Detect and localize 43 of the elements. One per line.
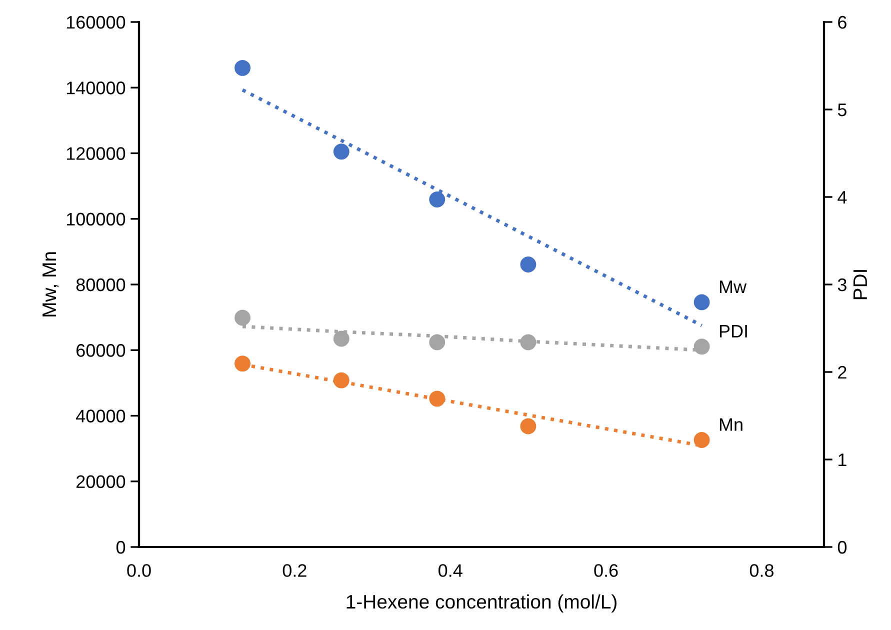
point bbox=[429, 334, 446, 350]
y-tick-label: 20000 bbox=[76, 475, 126, 488]
point bbox=[520, 334, 536, 350]
x-tick-label: 0.6 bbox=[594, 564, 618, 577]
point bbox=[694, 432, 710, 448]
y-tick-label: 160000 bbox=[66, 16, 126, 29]
y-tick-label: 80000 bbox=[76, 278, 126, 292]
x-axis-title: 1-Hexene concentration (mol/L) bbox=[346, 594, 616, 613]
y-tick-label: 0 bbox=[116, 540, 126, 554]
y2-tick-label: 2 bbox=[838, 366, 846, 379]
y-tick-label: 60000 bbox=[76, 344, 126, 357]
series-label: Mw bbox=[720, 280, 747, 293]
point bbox=[694, 338, 710, 355]
y-tick-label: 140000 bbox=[66, 82, 126, 94]
x-tick-label: 0.8 bbox=[750, 564, 774, 577]
y2-tick-label: 6 bbox=[838, 16, 846, 29]
point bbox=[520, 418, 536, 434]
series-label: PDI bbox=[720, 324, 747, 338]
y2-tick-label: 4 bbox=[838, 191, 847, 204]
x-tick-label: 0.4 bbox=[438, 564, 462, 577]
x-tick-label: 0.0 bbox=[127, 564, 151, 577]
point bbox=[333, 330, 350, 347]
point bbox=[234, 356, 251, 372]
y-tick-label: 120000 bbox=[66, 147, 126, 160]
y-axis-title: Mw, Mn bbox=[42, 252, 58, 316]
y2-tick-label: 3 bbox=[838, 278, 846, 292]
point bbox=[429, 390, 446, 407]
point bbox=[234, 60, 251, 76]
point bbox=[333, 372, 350, 388]
point bbox=[694, 294, 710, 310]
point bbox=[234, 310, 251, 326]
y2-tick-label: 1 bbox=[838, 454, 846, 466]
y-tick-label: 40000 bbox=[76, 410, 126, 422]
point bbox=[520, 256, 536, 272]
series-label: Mn bbox=[720, 418, 742, 431]
y2-tick-label: 5 bbox=[838, 104, 846, 116]
y2-axis-title: PDI bbox=[854, 270, 867, 300]
y-tick-label: 100000 bbox=[66, 212, 126, 226]
line-series bbox=[240, 88, 704, 328]
point bbox=[333, 144, 350, 160]
y2-tick-label: 0 bbox=[838, 540, 847, 554]
x-tick-label: 0.2 bbox=[282, 564, 306, 577]
point bbox=[429, 192, 446, 208]
